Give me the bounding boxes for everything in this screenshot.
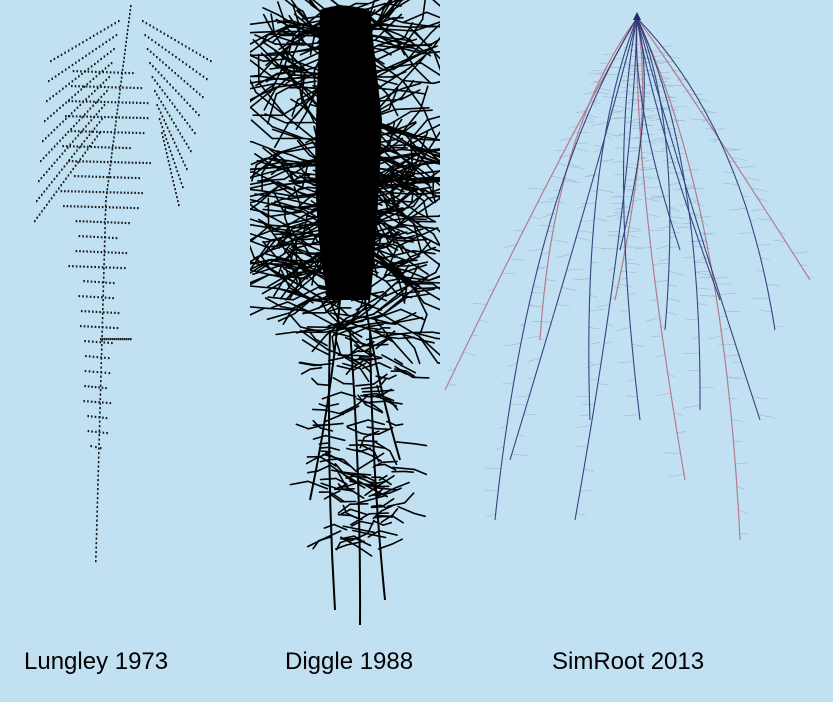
simroot-stem-base [633, 12, 641, 20]
diggle-long-roots [309, 299, 401, 626]
caption-simroot: SimRoot 2013 [552, 648, 705, 675]
diggle-dense-core [315, 5, 382, 300]
simroot-root-rendering [444, 12, 815, 541]
diggle-root-model [250, 0, 440, 640]
lungley-ascii-root-drawing [34, 5, 212, 563]
simroot-primary-roots [494, 17, 776, 521]
lungley-glyph-group [34, 5, 212, 563]
simroot-root-model [440, 0, 833, 640]
diggle-root-drawing [250, 0, 440, 626]
caption-lungley: Lungley 1973 [24, 648, 169, 675]
lungley-root-model [0, 0, 250, 640]
caption-diggle: Diggle 1988 [285, 648, 414, 675]
simroot-secondary-roots [444, 17, 811, 541]
